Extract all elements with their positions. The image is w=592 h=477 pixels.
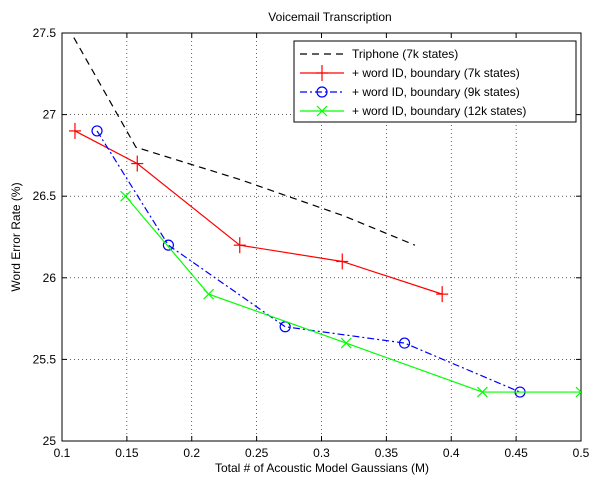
x-axis-label: Total # of Acoustic Model Gaussians (M) xyxy=(215,461,429,475)
data-point xyxy=(68,122,81,139)
legend-marker xyxy=(316,105,328,117)
x-tick-label: 0.5 xyxy=(573,446,590,460)
legend-entry: + word ID, boundary (12k states) xyxy=(300,104,526,118)
chart-title: Voicemail Transcription xyxy=(268,10,391,24)
series xyxy=(68,33,581,398)
y-tick-label: 27 xyxy=(43,108,57,122)
data-point xyxy=(233,237,246,254)
series-3 xyxy=(91,125,526,398)
series-1 xyxy=(70,33,416,246)
legend-label: Triphone (7k states) xyxy=(352,47,458,61)
y-tick-label: 25 xyxy=(43,434,57,448)
legend-label: + word ID, boundary (7k states) xyxy=(352,66,520,80)
legend-marker xyxy=(316,65,328,81)
legend-marker xyxy=(316,86,328,98)
legend-label: + word ID, boundary (12k states) xyxy=(352,104,526,118)
legend-entry: Triphone (7k states) xyxy=(300,47,458,61)
data-point xyxy=(436,286,449,303)
data-point xyxy=(575,386,581,398)
legend-label: + word ID, boundary (9k states) xyxy=(352,85,520,99)
series-4 xyxy=(120,190,581,398)
x-tick-label: 0.1 xyxy=(54,446,71,460)
legend-entry: + word ID, boundary (7k states) xyxy=(300,65,520,81)
x-tick-label: 0.4 xyxy=(443,446,460,460)
x-tick-label: 0.3 xyxy=(313,446,330,460)
x-tick-label: 0.45 xyxy=(504,446,528,460)
data-point xyxy=(162,239,174,251)
data-point xyxy=(398,337,411,349)
data-point xyxy=(340,337,352,349)
series-line xyxy=(125,195,581,393)
y-tick-label: 25.5 xyxy=(33,352,57,366)
x-tick-label: 0.15 xyxy=(115,446,139,460)
y-tick-label: 26 xyxy=(43,271,57,285)
series-line xyxy=(74,130,443,295)
data-point xyxy=(131,155,144,172)
y-tick-label: 26.5 xyxy=(33,189,57,203)
data-point xyxy=(203,288,215,300)
y-axis-label: Word Error Rate (%) xyxy=(9,182,23,291)
legend-entry: + word ID, boundary (9k states) xyxy=(300,85,520,99)
data-point xyxy=(91,125,103,137)
data-point xyxy=(476,386,488,398)
x-tick-label: 0.35 xyxy=(375,446,399,460)
series-line xyxy=(96,130,521,393)
legend: Triphone (7k states) + word ID, boundary … xyxy=(293,40,577,123)
series-2 xyxy=(68,122,449,303)
series-line xyxy=(70,33,416,246)
data-point xyxy=(336,253,349,270)
ticks: 0.1 0.15 0.2 0.25 0.3 0.35 0.4 0.45 0.5 25 25.5 26 2… xyxy=(33,26,590,460)
data-point xyxy=(120,190,132,202)
x-tick-label: 0.2 xyxy=(183,446,200,460)
x-tick-label: 0.25 xyxy=(245,446,269,460)
y-tick-label: 27.5 xyxy=(33,26,57,40)
